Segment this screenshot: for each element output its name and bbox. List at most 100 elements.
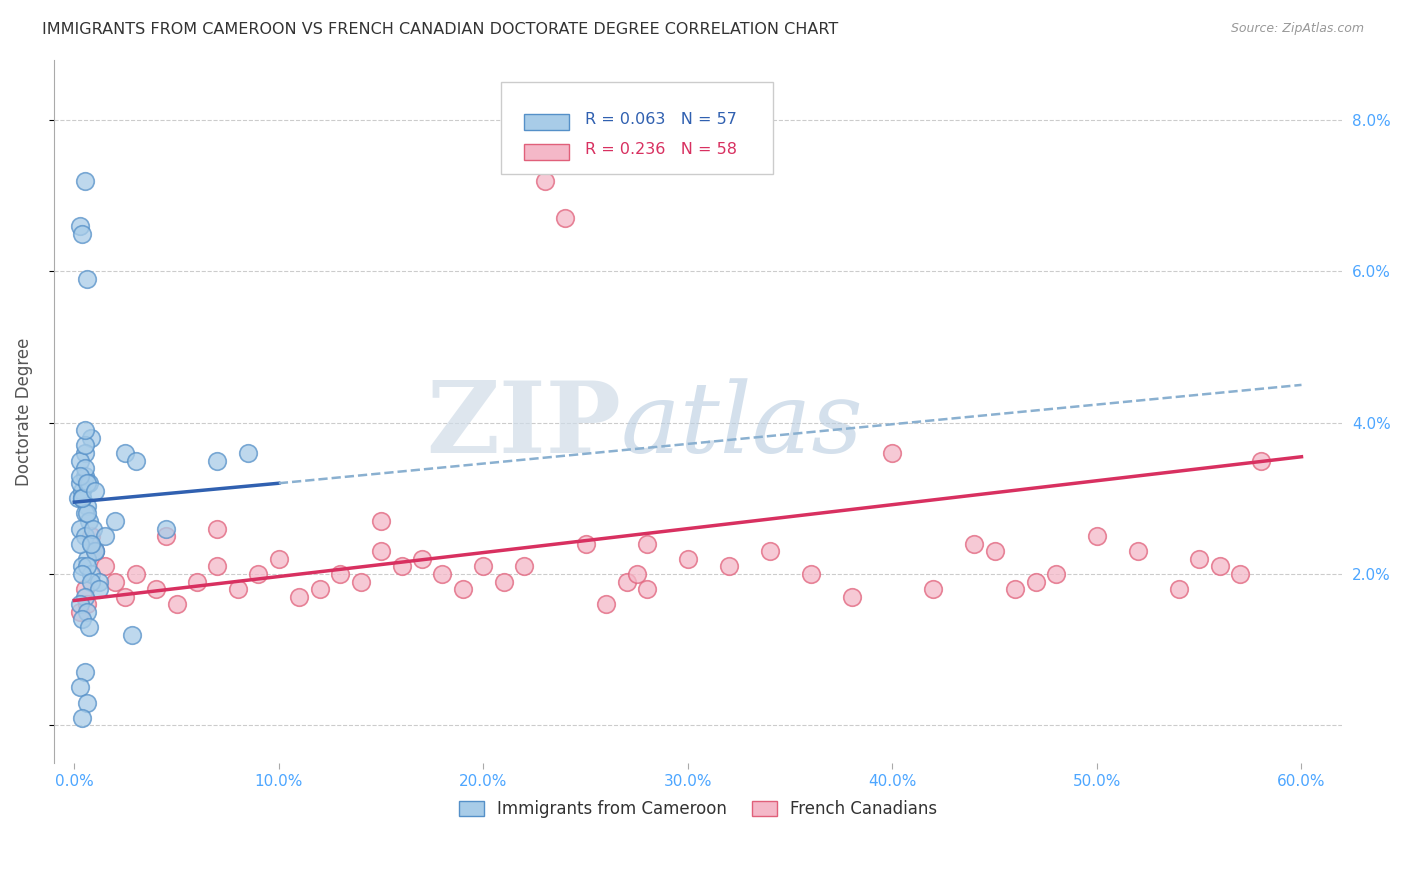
Point [83, 544, 105, 558]
Point [308, 582, 330, 596]
Point [124, 567, 146, 582]
Point [472, 559, 495, 574]
Point [79, 574, 101, 589]
Point [73, 529, 96, 543]
Point [451, 582, 474, 596]
Point [236, 446, 259, 460]
Point [758, 544, 780, 558]
Point [73, 468, 96, 483]
Point [114, 446, 136, 460]
Point [329, 567, 352, 582]
Point [76, 272, 98, 286]
Point [1126, 544, 1149, 558]
Point [492, 574, 515, 589]
Point [1208, 559, 1230, 574]
Point [72, 559, 94, 574]
Point [69, 476, 91, 491]
Point [69, 605, 91, 619]
Point [145, 582, 167, 596]
Point [533, 174, 555, 188]
Point [800, 567, 823, 582]
Point [69, 522, 91, 536]
Point [83, 544, 105, 558]
Point [69, 597, 91, 611]
Point [207, 453, 229, 467]
Point [513, 559, 536, 574]
Point [432, 567, 454, 582]
Point [595, 597, 617, 611]
Point [155, 522, 177, 536]
Point [69, 468, 91, 483]
Point [922, 582, 945, 596]
Point [963, 537, 986, 551]
Point [349, 574, 371, 589]
Point [77, 514, 100, 528]
Point [73, 174, 96, 188]
Point [1004, 582, 1026, 596]
Point [73, 507, 96, 521]
Point [77, 476, 100, 491]
Point [717, 559, 740, 574]
Legend: Immigrants from Cameroon, French Canadians: Immigrants from Cameroon, French Canadia… [453, 794, 943, 825]
Point [76, 559, 98, 574]
Point [114, 590, 136, 604]
Point [247, 567, 270, 582]
Point [1188, 552, 1211, 566]
Bar [524, 114, 569, 130]
Point [73, 582, 96, 596]
Point [76, 476, 98, 491]
Point [69, 681, 91, 695]
Point [79, 529, 101, 543]
Point [391, 559, 413, 574]
Point [226, 582, 249, 596]
Point [983, 544, 1005, 558]
Point [76, 552, 98, 566]
Point [104, 574, 127, 589]
Point [267, 552, 290, 566]
Point [76, 507, 98, 521]
Point [636, 582, 658, 596]
Point [67, 491, 90, 506]
Text: ZIP: ZIP [426, 377, 621, 474]
Text: atlas: atlas [621, 378, 863, 473]
Point [104, 514, 127, 528]
Point [166, 597, 188, 611]
Point [370, 544, 392, 558]
Point [76, 696, 98, 710]
Point [94, 559, 117, 574]
Y-axis label: Doctorate Degree: Doctorate Degree [15, 337, 32, 485]
Point [1250, 453, 1272, 467]
Point [575, 537, 598, 551]
Point [87, 574, 110, 589]
Point [882, 446, 904, 460]
Point [76, 605, 98, 619]
Point [79, 537, 101, 551]
Point [1167, 582, 1189, 596]
Point [636, 537, 658, 551]
Point [73, 446, 96, 460]
Point [1025, 574, 1047, 589]
Point [124, 453, 146, 467]
Point [72, 491, 94, 506]
Point [370, 514, 392, 528]
Point [616, 574, 638, 589]
Point [72, 483, 94, 498]
Text: R = 0.236   N = 58: R = 0.236 N = 58 [585, 142, 737, 157]
Text: R = 0.063   N = 57: R = 0.063 N = 57 [585, 112, 737, 128]
Point [69, 219, 91, 233]
Point [1045, 567, 1067, 582]
Point [155, 529, 177, 543]
Point [841, 590, 863, 604]
Point [79, 537, 101, 551]
Point [1085, 529, 1108, 543]
Point [73, 590, 96, 604]
Point [94, 529, 117, 543]
FancyBboxPatch shape [501, 82, 773, 174]
Point [626, 567, 648, 582]
Bar [524, 144, 569, 160]
Point [72, 567, 94, 582]
Point [76, 499, 98, 513]
Point [73, 423, 96, 437]
Point [207, 522, 229, 536]
Point [72, 491, 94, 506]
